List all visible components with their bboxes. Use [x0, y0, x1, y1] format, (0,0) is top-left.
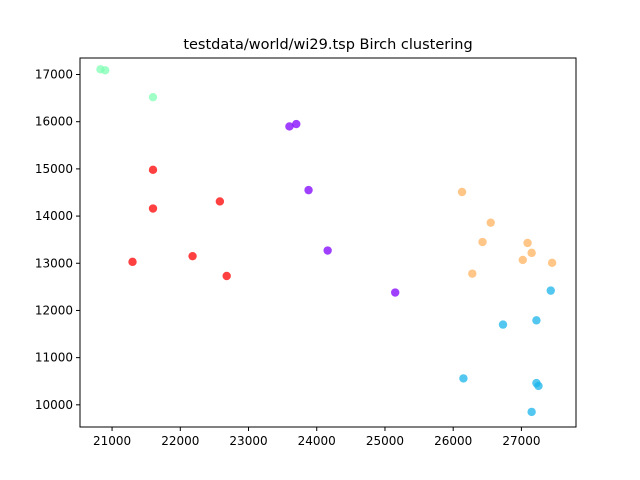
- scatter-point: [532, 316, 541, 325]
- x-tick-label: 25000: [366, 434, 404, 448]
- scatter-point: [285, 122, 294, 131]
- x-tick-label: 24000: [298, 434, 336, 448]
- y-tick-label: 12000: [35, 303, 73, 317]
- scatter-point: [478, 237, 487, 247]
- scatter-point: [468, 269, 477, 278]
- scatter-point: [323, 246, 332, 255]
- y-tick-label: 16000: [35, 115, 73, 129]
- x-tick-label: 22000: [161, 434, 199, 448]
- x-axis: 21000 22000 23000 24000 25000 26000 27000: [93, 427, 541, 448]
- scatter-point: [101, 66, 110, 75]
- x-tick-label: 23000: [229, 434, 267, 448]
- scatter-point: [188, 251, 197, 261]
- scatter-point: [304, 185, 313, 195]
- points-layer: [96, 65, 557, 417]
- scatter-point: [527, 407, 536, 417]
- scatter-point: [527, 248, 536, 258]
- x-tick-label: 27000: [502, 434, 540, 448]
- scatter-point: [523, 238, 532, 248]
- chart-title: testdata/world/wi29.tsp Birch clustering: [183, 37, 472, 53]
- scatter-point: [222, 271, 231, 281]
- y-tick-label: 17000: [35, 68, 73, 82]
- x-tick-label: 21000: [93, 434, 131, 448]
- scatter-point: [128, 257, 137, 267]
- y-axis: 10000 11000 12000 13000 14000 15000 16000 17000: [35, 68, 80, 412]
- scatter-point: [148, 92, 158, 102]
- plot-area-frame: [79, 57, 577, 428]
- y-tick-label: 11000: [35, 351, 73, 365]
- scatter-point: [459, 374, 468, 383]
- scatter-point: [148, 204, 158, 213]
- scatter-point: [486, 218, 495, 227]
- scatter-point: [498, 320, 508, 329]
- scatter-point: [292, 119, 301, 129]
- x-tick-label: 26000: [434, 434, 472, 448]
- scatter-point: [457, 187, 467, 197]
- scatter-point: [534, 381, 543, 391]
- scatter-point: [518, 255, 527, 265]
- y-tick-label: 15000: [35, 162, 73, 176]
- scatter-point: [391, 288, 400, 297]
- y-tick-label: 10000: [35, 398, 73, 412]
- scatter-point: [546, 286, 555, 295]
- scatter-point: [547, 258, 557, 267]
- y-tick-label: 13000: [35, 256, 73, 270]
- scatter-point: [215, 197, 225, 206]
- scatter-point: [148, 165, 158, 175]
- y-tick-label: 14000: [35, 209, 73, 223]
